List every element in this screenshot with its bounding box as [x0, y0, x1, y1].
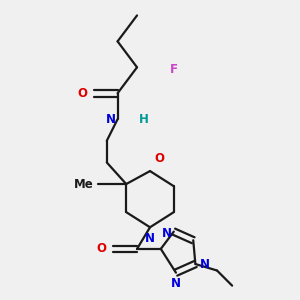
Text: N: N — [200, 257, 210, 271]
Text: N: N — [145, 232, 155, 244]
Text: N: N — [171, 277, 181, 290]
Text: F: F — [169, 63, 178, 76]
Text: N: N — [162, 227, 172, 240]
Text: Me: Me — [74, 178, 94, 190]
Text: H: H — [139, 113, 149, 126]
Text: O: O — [97, 242, 107, 255]
Text: N: N — [105, 113, 116, 126]
Text: O: O — [77, 87, 87, 100]
Text: O: O — [154, 152, 164, 165]
